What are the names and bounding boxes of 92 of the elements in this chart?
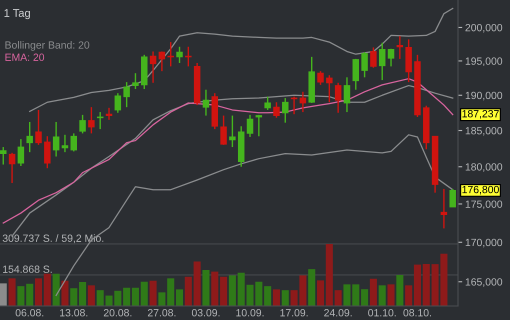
text: 176,800: [462, 186, 499, 194]
bar: [388, 284, 395, 306]
x-tick-label: 01.10.: [368, 309, 396, 316]
candlestick: [396, 35, 404, 60]
bar: [0, 283, 7, 306]
candlestick: [334, 82, 342, 114]
bar: [246, 284, 254, 306]
text: EMA: 20: [5, 54, 44, 61]
bar: [8, 278, 16, 306]
candlestick: [388, 48, 394, 68]
y-tick-label: 175,000: [466, 200, 502, 210]
candlestick: [370, 46, 377, 68]
candlestick: [220, 114, 227, 146]
x-tick-label: 17.09.: [280, 309, 308, 316]
candlestick: [114, 92, 122, 114]
bar: [272, 289, 280, 306]
candlestick: [256, 114, 262, 137]
ref-line-label: 154.868 S.: [3, 266, 52, 273]
candlestick: [185, 46, 192, 68]
candlestick: [264, 96, 271, 111]
candlestick: [70, 132, 78, 152]
candlestick: [96, 111, 104, 130]
y-tick-label: 170,000: [466, 238, 502, 248]
bar: [52, 274, 60, 306]
candlestick: [300, 91, 306, 113]
candlestick: [35, 109, 42, 146]
y-tick-label: 195,000: [466, 57, 502, 66]
candlestick: [26, 121, 33, 153]
candlestick: [361, 51, 368, 78]
bar: [282, 290, 289, 306]
bar: [61, 280, 68, 306]
candlestick: [88, 106, 95, 134]
candlestick: [449, 188, 456, 208]
bar: [405, 285, 412, 306]
candlestick: [273, 102, 280, 118]
x-tick-label: 20.08.: [104, 309, 132, 316]
bar: [88, 285, 95, 306]
candlestick: [317, 70, 324, 86]
bar: [316, 280, 324, 306]
text: 187,237: [462, 110, 499, 119]
bar: [96, 290, 104, 306]
y-tick-label: 180,000: [466, 163, 502, 172]
candlestick: [132, 72, 139, 90]
candlestick: [282, 97, 289, 124]
candlestick: [52, 121, 60, 158]
bar: [202, 270, 210, 306]
bar: [176, 289, 184, 306]
y-tick-label: 200,000: [465, 24, 502, 33]
x-tick-label: 03.09.: [192, 309, 220, 316]
candlestick: [246, 114, 254, 138]
bar: [308, 269, 316, 306]
bar: [370, 278, 377, 306]
candlestick: [344, 76, 350, 113]
bar: [290, 290, 298, 306]
x-tick-label: 08.10.: [403, 309, 431, 316]
candlestick: [79, 114, 86, 134]
candlestick: [352, 58, 360, 90]
candlestick: [106, 107, 112, 121]
bar: [299, 275, 306, 306]
text: Bollinger Band: 20: [5, 41, 90, 51]
candlestick: [44, 136, 51, 169]
candlestick: [123, 81, 130, 108]
candlestick: [440, 188, 448, 230]
candlestick: [8, 152, 16, 184]
candlestick: [150, 50, 156, 84]
bar: [440, 254, 448, 306]
y-tick-label: 165,000: [466, 278, 502, 287]
bar: [378, 285, 386, 306]
x-tick-label: 27.08.: [148, 309, 176, 316]
bar: [150, 280, 157, 306]
bar: [105, 296, 113, 306]
x-tick-label: 13.08.: [60, 309, 88, 316]
y-tick-label: 190,000: [466, 92, 502, 100]
candlestick: [290, 96, 298, 115]
candlestick: [0, 146, 6, 166]
candlestick: [229, 114, 236, 148]
candlestick: [62, 134, 68, 153]
bar: [34, 278, 42, 306]
candlestick: [378, 42, 386, 81]
candlestick: [18, 138, 24, 167]
y-tick-label: 185,000: [466, 127, 502, 136]
candlestick: [202, 89, 210, 116]
x-tick-label: 10.09.: [236, 309, 264, 316]
x-tick-label: 24.09.: [324, 309, 352, 316]
candlestick: [326, 74, 333, 103]
candlestick: [176, 46, 183, 64]
text: 1 Tag: [4, 9, 30, 20]
bar: [44, 274, 51, 306]
x-tick-label: 06.08.: [16, 309, 44, 316]
candlestick: [167, 41, 174, 68]
candlestick: [158, 50, 166, 72]
bar: [396, 274, 404, 306]
